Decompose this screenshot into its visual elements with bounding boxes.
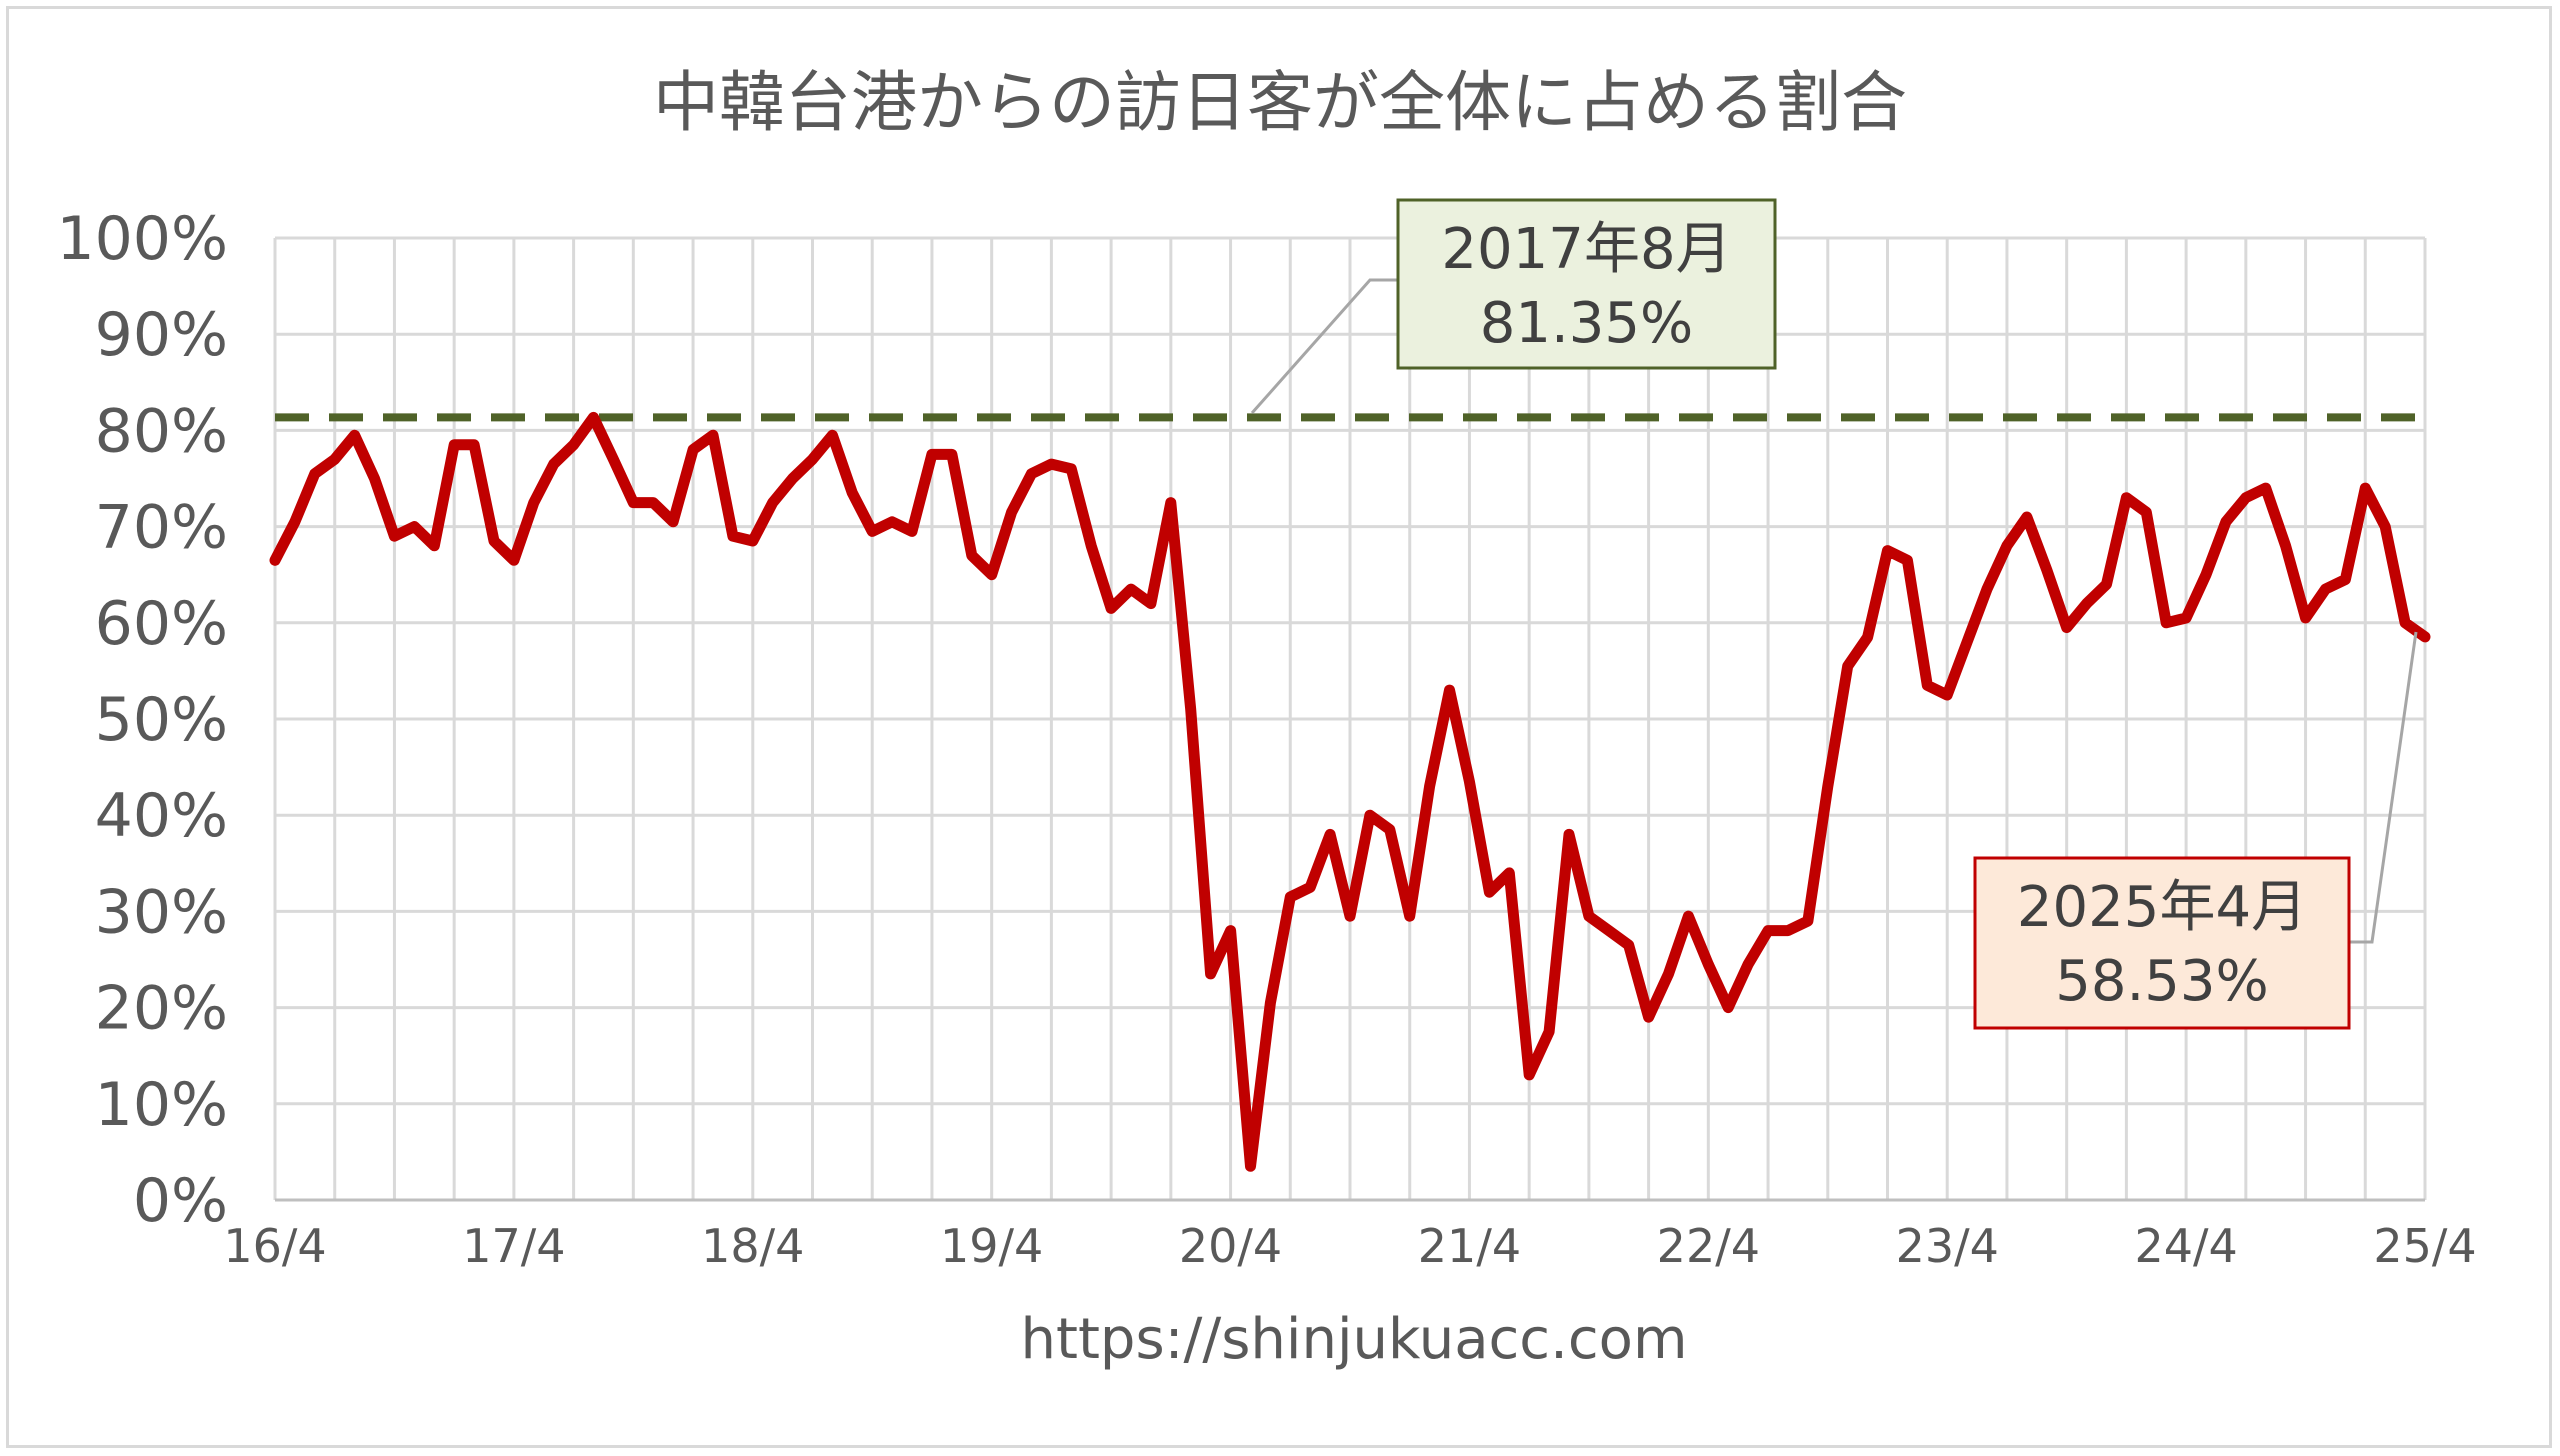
y-tick-label: 10%: [95, 1070, 228, 1140]
x-tick-label: 24/4: [2134, 1219, 2237, 1273]
y-axis-tick-labels: 0% 10% 20% 30% 40% 50% 60% 70% 80% 90% 100%: [56, 204, 228, 1236]
x-tick-label: 20/4: [1179, 1219, 1282, 1273]
y-tick-label: 90%: [95, 300, 228, 370]
callout-leader-line: [1250, 278, 1398, 414]
source-url: https://shinjukuacc.com: [1021, 1307, 1688, 1372]
x-tick-label: 19/4: [940, 1219, 1043, 1273]
series-group: [269, 411, 2431, 1172]
y-tick-label: 70%: [95, 493, 228, 563]
annotations-group: 2017年8月 81.35% 2025年4月 58.53%: [1250, 198, 2418, 1030]
y-tick-label: 30%: [95, 877, 228, 947]
y-tick-label: 0%: [133, 1166, 228, 1236]
series-line: [269, 411, 2431, 1172]
x-tick-label: 21/4: [1418, 1219, 1521, 1273]
y-tick-label: 50%: [95, 685, 228, 755]
y-tick-label: 60%: [95, 589, 228, 659]
x-tick-label: 17/4: [462, 1219, 565, 1273]
x-tick-label: 23/4: [1896, 1219, 1999, 1273]
x-tick-label: 22/4: [1657, 1219, 1760, 1273]
callout-box: [1973, 856, 2351, 1030]
callout-date-label: 2017年8月: [1441, 217, 1731, 282]
x-tick-label: 25/4: [2373, 1219, 2476, 1273]
x-tick-label: 18/4: [701, 1219, 804, 1273]
y-tick-label: 100%: [56, 204, 228, 274]
callout-date-label: 2025年4月: [2017, 875, 2307, 940]
callout-leader-line: [2349, 631, 2418, 944]
callout-value-label: 81.35%: [1480, 291, 1694, 356]
y-tick-label: 80%: [95, 396, 228, 466]
y-tick-label: 40%: [95, 781, 228, 851]
callout-value-label: 58.53%: [2055, 949, 2269, 1014]
x-axis-tick-labels: 16/4 17/4 18/4 19/4 20/4 21/4 22/4 23/4 24/4 25/4: [223, 1219, 2476, 1273]
callout-box: [1396, 198, 1777, 370]
chart-title: 中韓台港からの訪日客が全体に占める割合: [653, 64, 1907, 141]
x-tick-label: 16/4: [223, 1219, 326, 1273]
y-tick-label: 20%: [95, 974, 228, 1044]
